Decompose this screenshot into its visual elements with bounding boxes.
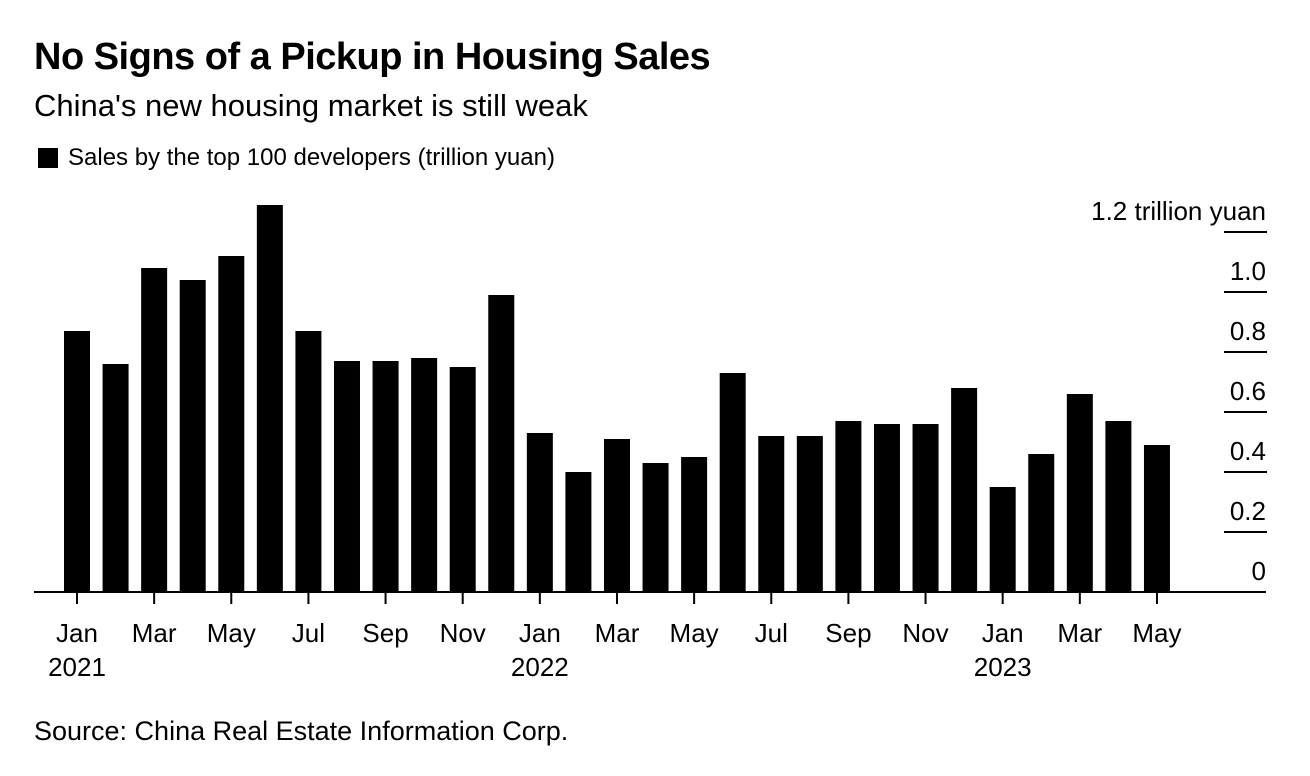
- x-tick-label: Mar: [1057, 618, 1102, 648]
- bar-2021-05: [218, 256, 245, 592]
- bar-2023-05: [1143, 445, 1170, 592]
- bar-2022-06: [719, 373, 746, 592]
- x-tick-label: Sep: [362, 618, 408, 648]
- bar-2021-12: [488, 295, 515, 592]
- chart-subtitle: China's new housing market is still weak: [34, 88, 588, 123]
- bar-2022-03: [603, 439, 630, 592]
- y-axis: 0 0.2 0.4 0.6 0.8 1.0 1.2 trillion yuan: [1091, 196, 1267, 586]
- x-tick-label: Jan: [56, 618, 98, 648]
- y-tick-label: 1.0: [1230, 256, 1266, 286]
- x-tick-label: May: [207, 618, 256, 648]
- bar-2022-04: [642, 463, 669, 592]
- bar-2023-01: [989, 487, 1016, 592]
- x-tick-label: Jul: [292, 618, 325, 648]
- bar-2022-11: [912, 424, 939, 592]
- bar-2023-04: [1105, 421, 1132, 592]
- bar-2021-03: [141, 268, 168, 592]
- bar-2022-10: [873, 424, 900, 592]
- y-tick-label: 0.4: [1230, 436, 1266, 466]
- bar-2022-02: [565, 472, 592, 592]
- bar-2021-02: [102, 364, 129, 592]
- bar-2021-04: [179, 280, 206, 592]
- bar-2021-10: [411, 358, 438, 592]
- bar-2021-08: [333, 361, 360, 592]
- x-tick-label: Jul: [755, 618, 788, 648]
- chart-title: No Signs of a Pickup in Housing Sales: [34, 36, 711, 78]
- x-tick-label: Nov: [440, 618, 486, 648]
- legend-label: Sales by the top 100 developers (trillio…: [68, 144, 555, 171]
- bar-2022-05: [681, 457, 708, 592]
- bar-2023-02: [1028, 454, 1055, 592]
- x-year-label: 2021: [48, 652, 106, 682]
- y-tick-label: 0.8: [1230, 316, 1266, 346]
- bar-2022-07: [758, 436, 785, 592]
- bar-2022-01: [526, 433, 553, 592]
- legend: Sales by the top 100 developers (trillio…: [38, 144, 555, 172]
- bar-2021-09: [372, 361, 399, 592]
- bar-2022-09: [835, 421, 862, 592]
- bar-2023-03: [1066, 394, 1093, 592]
- x-tick-label: Sep: [825, 618, 871, 648]
- x-tick-label: Mar: [132, 618, 177, 648]
- x-tick-label: May: [670, 618, 719, 648]
- y-tick-label: 0.6: [1230, 376, 1266, 406]
- bars-group: [64, 205, 1170, 592]
- y-tick-label: 0.2: [1230, 496, 1266, 526]
- bar-2022-12: [951, 388, 978, 592]
- legend-swatch: [38, 148, 58, 168]
- x-tick-label: Jan: [519, 618, 561, 648]
- x-year-label: 2023: [974, 652, 1032, 682]
- x-tick-label: Jan: [982, 618, 1024, 648]
- bar-2021-11: [449, 367, 476, 592]
- x-tick-label: Mar: [595, 618, 640, 648]
- bar-2021-07: [295, 331, 322, 592]
- x-year-label: 2022: [511, 652, 569, 682]
- x-tick-label: Nov: [902, 618, 948, 648]
- x-tick-label: May: [1132, 618, 1181, 648]
- y-tick-label: 0: [1252, 556, 1266, 586]
- bar-2021-06: [256, 205, 283, 592]
- source-note: Source: China Real Estate Information Co…: [34, 716, 569, 746]
- bar-2021-01: [64, 331, 90, 592]
- bar-2022-08: [796, 436, 823, 592]
- x-axis: Jan 2021 Mar May Jul Sep Nov Jan 2022 Mar May Jul Se…: [34, 591, 1266, 682]
- y-tick-label: 1.2 trillion yuan: [1091, 196, 1266, 226]
